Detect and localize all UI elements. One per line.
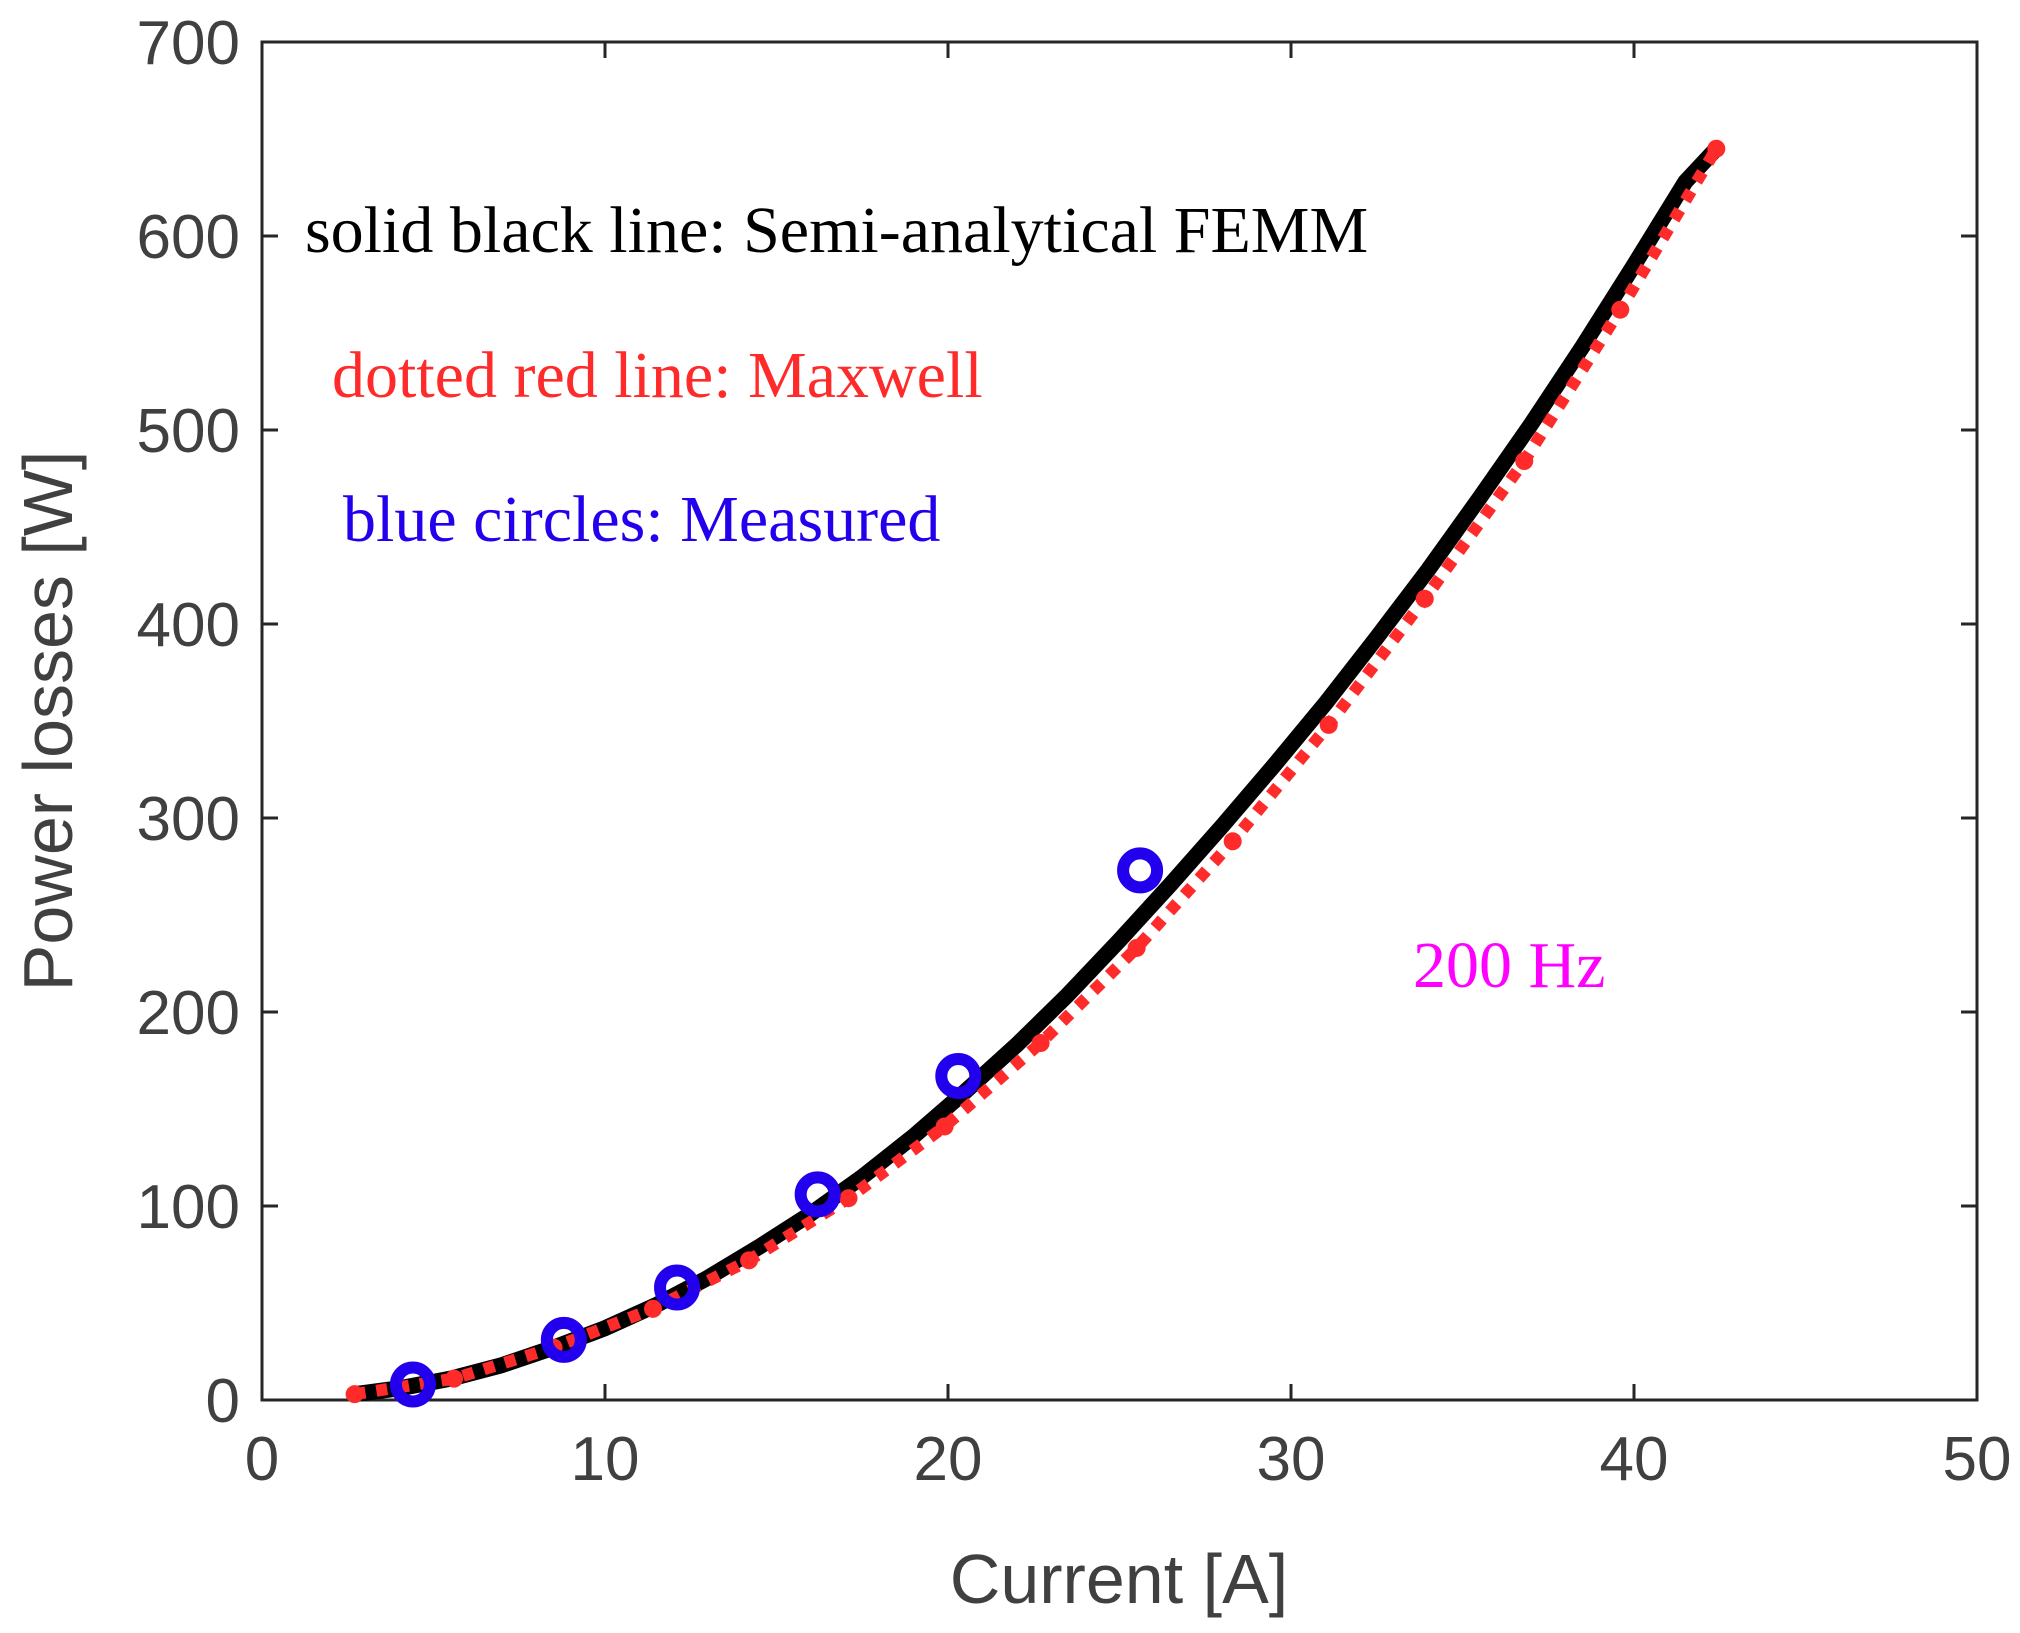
x-tick-label: 30 (1257, 1425, 1326, 1494)
y-tick-label: 300 (137, 785, 240, 854)
maxwell-point (740, 1251, 759, 1270)
maxwell-point (445, 1369, 464, 1388)
annotation-frequency: 200 Hz (1413, 929, 1605, 1002)
maxwell-point (345, 1385, 364, 1404)
y-tick-label: 100 (137, 1173, 240, 1242)
y-tick-label: 500 (137, 397, 240, 466)
x-tick-label: 0 (245, 1425, 279, 1494)
annotation-maxwell: dotted red line: Maxwell (332, 339, 983, 412)
y-tick-label: 400 (137, 591, 240, 660)
maxwell-point (1223, 832, 1242, 851)
x-tick-label: 10 (571, 1425, 640, 1494)
x-axis-label: Current [A] (950, 1540, 1288, 1618)
annotation-femm: solid black line: Semi-analytical FEMM (305, 194, 1368, 267)
maxwell-point (935, 1117, 954, 1136)
measured-point (654, 1264, 701, 1311)
annotation-measured: blue circles: Measured (343, 483, 940, 556)
x-tick-label: 40 (1600, 1425, 1669, 1494)
series-line-maxwell (353, 145, 1722, 1401)
y-axis-label: Power losses [W] (9, 451, 87, 992)
measured-point (389, 1361, 436, 1408)
measured-point (794, 1171, 841, 1218)
series-group (345, 139, 1726, 1408)
plot-area (260, 40, 1979, 1402)
y-tick-label: 200 (137, 979, 240, 1048)
maxwell-point (644, 1299, 663, 1318)
maxwell-point (1031, 1034, 1050, 1053)
x-tick-label: 50 (1943, 1425, 2012, 1494)
maxwell-point (1707, 139, 1726, 158)
measured-point (935, 1053, 982, 1100)
maxwell-point (1611, 300, 1630, 319)
maxwell-point (1127, 938, 1146, 957)
maxwell-point (1515, 452, 1534, 471)
maxwell-point (839, 1189, 858, 1208)
maxwell-point (1319, 715, 1338, 734)
y-tick-label: 0 (206, 1367, 240, 1436)
measured-point (540, 1316, 587, 1363)
y-tick-label: 700 (137, 9, 240, 78)
maxwell-point (1415, 589, 1434, 608)
x-tick-label: 20 (914, 1425, 983, 1494)
measured-point (1117, 847, 1164, 894)
y-tick-label: 600 (137, 203, 240, 272)
